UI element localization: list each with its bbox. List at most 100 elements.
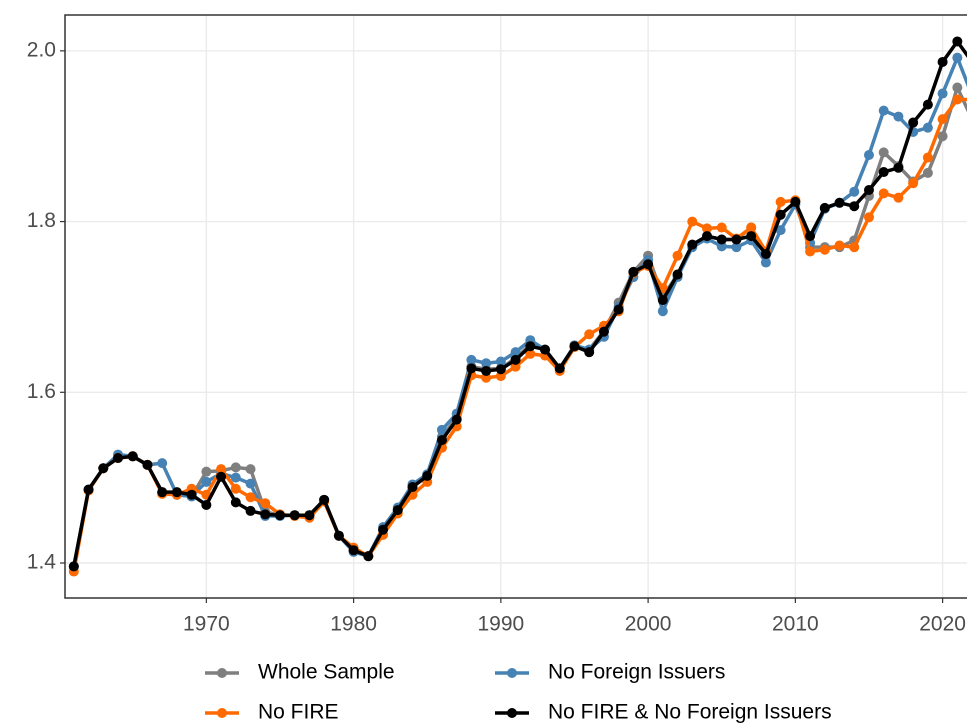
data-point [849, 242, 860, 253]
data-point [863, 149, 874, 160]
data-point [716, 222, 727, 233]
data-point [952, 52, 963, 63]
data-point [569, 341, 580, 352]
data-point [333, 530, 344, 541]
data-point [657, 295, 668, 306]
data-point [687, 216, 698, 227]
data-point [481, 358, 492, 369]
data-point [849, 201, 860, 212]
data-point [775, 209, 786, 220]
data-point [230, 497, 241, 508]
data-point [554, 363, 565, 374]
data-point [922, 99, 933, 110]
data-point [922, 152, 933, 163]
legend-key-dot [507, 668, 517, 678]
data-point [407, 482, 418, 493]
data-point [584, 329, 595, 340]
data-point [127, 451, 138, 462]
data-point [878, 167, 889, 178]
data-point [878, 147, 889, 158]
data-point [157, 487, 168, 498]
legend-key-dot [217, 668, 227, 678]
data-point [643, 259, 654, 270]
legend-label: No Foreign Issuers [548, 661, 725, 684]
data-point [834, 240, 845, 251]
data-point [68, 561, 79, 572]
data-point [952, 94, 963, 105]
data-point [672, 269, 683, 280]
data-point [510, 354, 521, 365]
data-point [628, 266, 639, 277]
y-tick-label: 1.4 [27, 551, 57, 574]
data-point [878, 188, 889, 199]
data-point [451, 414, 462, 425]
data-point [937, 56, 948, 67]
data-point [819, 244, 830, 255]
data-point [937, 88, 948, 99]
data-point [201, 466, 212, 477]
data-point [805, 246, 816, 257]
data-point [113, 453, 124, 464]
data-point [584, 347, 595, 358]
data-point [746, 231, 757, 242]
data-point [171, 487, 182, 498]
data-point [245, 492, 256, 503]
x-tick-label: 2020 [919, 613, 966, 636]
data-point [230, 462, 241, 473]
data-point [878, 105, 889, 116]
legend-key-dot [217, 708, 227, 718]
x-tick-label: 2010 [772, 613, 819, 636]
legend-label: Whole Sample [258, 661, 395, 684]
data-point [363, 551, 374, 562]
data-point [746, 222, 757, 233]
data-point [260, 509, 271, 520]
plot-frame [64, 14, 967, 599]
legend-label: No FIRE [258, 701, 339, 724]
data-point [598, 326, 609, 337]
data-point [392, 505, 403, 516]
data-point [481, 365, 492, 376]
data-point [230, 472, 241, 483]
data-point [731, 242, 742, 253]
data-point [466, 363, 477, 374]
data-point [893, 111, 904, 122]
y-tick-label: 1.8 [27, 209, 56, 232]
data-point [834, 197, 845, 208]
data-point [893, 162, 904, 173]
data-point [540, 344, 551, 355]
data-point [760, 249, 771, 260]
data-point [466, 354, 477, 365]
x-tick-label: 1990 [477, 613, 524, 636]
y-tick-label: 2.0 [27, 38, 56, 61]
y-tick-label: 1.6 [27, 380, 56, 403]
data-point [98, 463, 109, 474]
data-point [922, 167, 933, 178]
data-point [937, 131, 948, 142]
data-point [436, 424, 447, 435]
data-point [304, 510, 315, 521]
data-point [731, 234, 742, 245]
data-point [436, 435, 447, 446]
data-point [495, 356, 506, 367]
data-point [937, 114, 948, 125]
data-point [348, 545, 359, 556]
data-point [525, 348, 536, 359]
data-point [289, 510, 300, 521]
data-point [863, 212, 874, 223]
data-point [657, 306, 668, 317]
data-point [186, 489, 197, 500]
data-point [672, 250, 683, 261]
data-point [952, 36, 963, 47]
data-point [922, 122, 933, 133]
data-point [83, 484, 94, 495]
data-point [201, 476, 212, 487]
data-point [760, 257, 771, 268]
data-point [775, 225, 786, 236]
data-point [687, 239, 698, 250]
data-point [805, 231, 816, 242]
data-point [952, 82, 963, 93]
data-point [157, 458, 168, 469]
data-point [775, 196, 786, 207]
data-point [525, 341, 536, 352]
x-tick-label: 2000 [625, 613, 672, 636]
